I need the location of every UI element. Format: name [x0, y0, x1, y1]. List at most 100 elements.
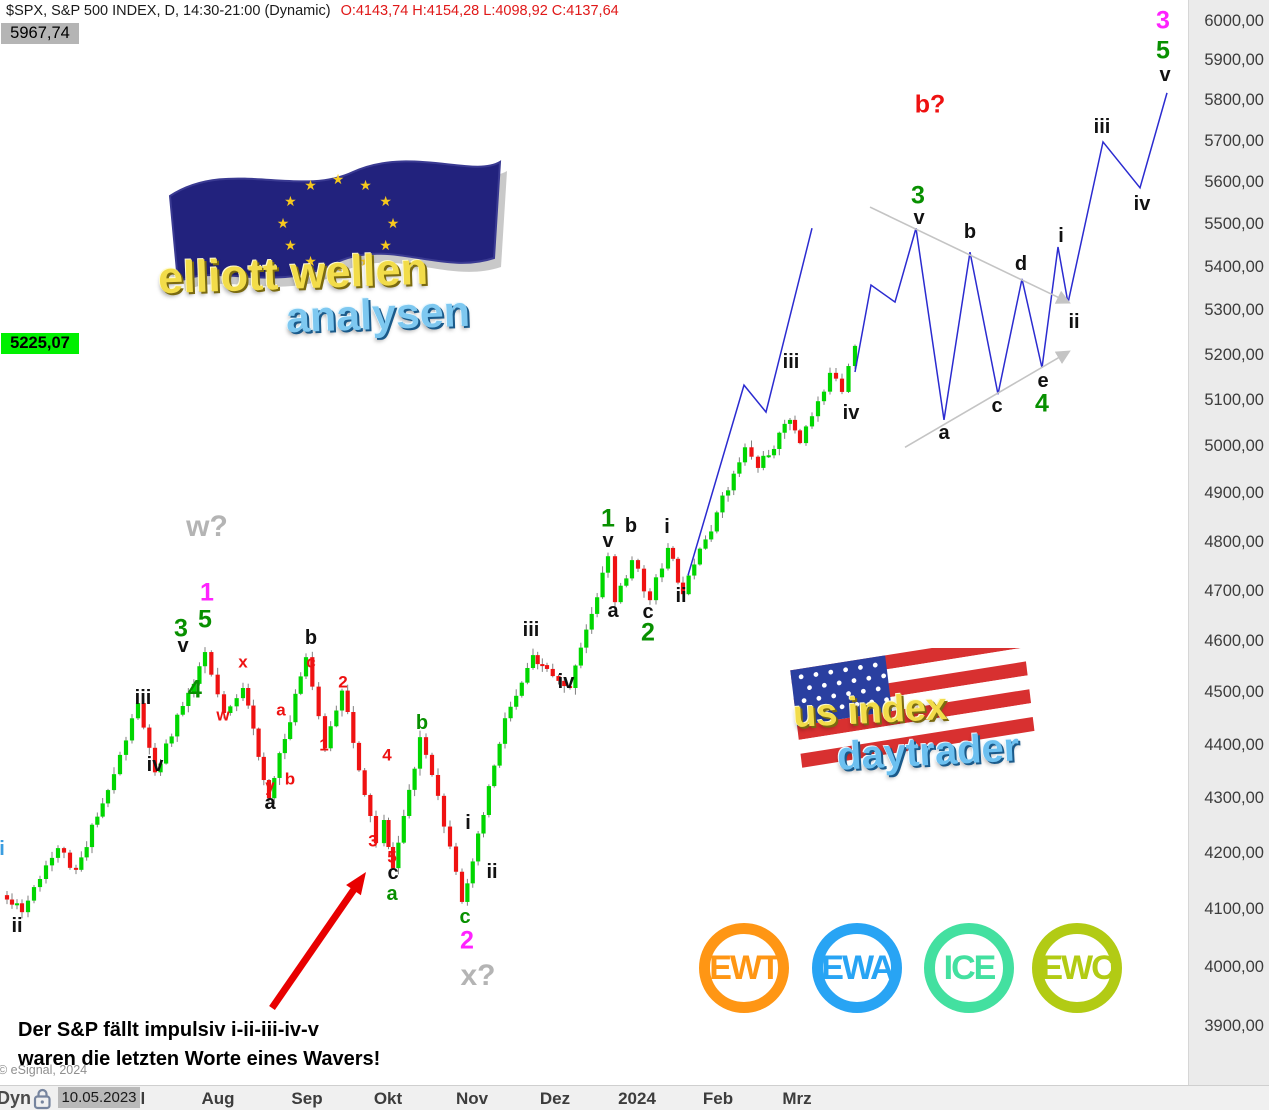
wave-label-i: i	[0, 838, 5, 860]
elliott-wellen-analysen-logo: ★ ★ ★ ★ ★ ★ ★ ★ ★ ★ ★ ★ elliott wellen analysen	[148, 136, 520, 342]
wave-label-2: 2	[641, 618, 655, 647]
price-axis-label: 3900,00	[1204, 1017, 1264, 1035]
svg-text:★: ★	[332, 172, 345, 188]
annotation-line-1: Der S&P fällt impulsiv i-ii-iii-iv-v	[18, 1019, 319, 1041]
wave-label-i: i	[465, 812, 471, 834]
eu-stars: ★ ★ ★ ★ ★ ★ ★ ★ ★ ★ ★ ★	[277, 172, 400, 276]
x-axis-label-Okt: Okt	[373, 1089, 403, 1108]
wave-label-1: 1	[200, 578, 214, 607]
svg-text:★: ★	[387, 216, 400, 232]
wave-label-1: 1	[601, 504, 615, 533]
time-axis[interactable]: Dyn 10.05.2023 JulAugSepOktNovDez2024Feb…	[0, 1085, 1269, 1110]
wave-label-2: 2	[460, 926, 474, 955]
dyn-mode-label[interactable]: Dyn	[0, 1088, 32, 1108]
ohlc-values: O:4143,74 H:4154,28 L:4098,92 C:4137,64	[340, 3, 619, 19]
price-axis-label: 4200,00	[1204, 844, 1264, 863]
price-axis-label: 4100,00	[1204, 900, 1264, 919]
us-stars	[798, 662, 889, 714]
price-axis-label: 5200,00	[1204, 345, 1264, 364]
wave-label-3: 3	[368, 831, 378, 851]
wave-label-v: v	[177, 635, 189, 657]
wave-label-iv: iv	[1133, 193, 1151, 215]
wave-label-w: w?	[186, 510, 228, 543]
x-axis-label-Feb: Feb	[702, 1089, 734, 1108]
logo-text-analysen: analysen	[285, 287, 471, 343]
wave-label-ii: ii	[1068, 311, 1080, 333]
wave-label-y: y	[265, 776, 275, 796]
wave-label-a: a	[607, 600, 619, 622]
wave-label-v: v	[1159, 64, 1171, 86]
wave-label-5: 5	[387, 847, 397, 867]
wave-label-ii: ii	[675, 585, 687, 607]
wave-label-5: 5	[198, 605, 212, 634]
copyright-text: © eSignal, 2024	[0, 1063, 88, 1077]
annotation-text: Der S&P fällt impulsiv i-ii-iii-iv-v war…	[18, 1016, 380, 1074]
badge-ewa: EWA	[812, 923, 902, 1013]
wave-label-a: a	[386, 883, 398, 905]
svg-text:★: ★	[284, 238, 297, 254]
svg-text:★: ★	[359, 254, 372, 270]
wave-label-3: 3	[1156, 6, 1170, 35]
us-flag-icon	[790, 633, 1035, 768]
price-axis-label: 5800,00	[1204, 91, 1264, 110]
svg-text:★: ★	[332, 260, 345, 276]
wave-label-iii: iii	[782, 351, 800, 373]
wave-label-x: x?	[460, 959, 496, 992]
wave-label-b: b	[304, 627, 318, 649]
price-axis-label: 4700,00	[1204, 581, 1264, 600]
price-axis-label: 5400,00	[1204, 257, 1264, 276]
wave-label-iii: iii	[134, 687, 152, 709]
wave-label-b: b?	[914, 90, 946, 119]
candles-layer	[4, 344, 858, 919]
price-axis-label: 4500,00	[1204, 683, 1264, 702]
price-axis-label: 4600,00	[1204, 631, 1264, 650]
wave-label-a: a	[938, 422, 950, 444]
wave-label-iv: iv	[842, 402, 860, 424]
wave-label-b: b	[415, 712, 429, 734]
wave-label-iv: iv	[557, 671, 575, 693]
x-axis-label-Dez: Dez	[539, 1089, 571, 1108]
wave-label-c: c	[991, 395, 1003, 417]
badge-label: EWT	[709, 948, 781, 987]
x-axis-label-Mrz: Mrz	[782, 1089, 812, 1108]
wave-label-x: x	[238, 652, 248, 672]
svg-text:★: ★	[379, 238, 392, 254]
wave-label-1: 1	[319, 735, 329, 755]
wave-label-i: i	[664, 516, 670, 538]
target-price-box: 5967,74	[1, 22, 79, 44]
svg-text:★: ★	[359, 178, 372, 194]
wave-label-d: d	[1014, 253, 1028, 275]
wave-label-v: v	[913, 207, 925, 229]
svg-text:★: ★	[379, 194, 392, 210]
wave-lines-layer	[269, 92, 1168, 1010]
price-axis-label: 5900,00	[1204, 51, 1264, 70]
wave-label-c: c	[306, 652, 316, 672]
badge-label: EWC	[1040, 948, 1115, 987]
wave-label-4: 4	[1035, 389, 1049, 418]
price-axis-label: 6000,00	[1204, 12, 1264, 30]
x-axis-label-2024: 2024	[618, 1089, 656, 1108]
badge-ewc: EWC	[1032, 923, 1122, 1013]
price-axis-label: 5100,00	[1204, 391, 1264, 410]
wave-label-iii: iii	[522, 619, 540, 641]
wave-label-4: 4	[382, 745, 392, 765]
wave-label-c: c	[387, 862, 399, 884]
wave-label-a: a	[264, 792, 276, 814]
svg-text:★: ★	[304, 254, 317, 270]
wave-label-iv: iv	[146, 754, 164, 776]
price-axis-label: 5000,00	[1204, 437, 1264, 456]
wave-label-iii: iii	[1093, 116, 1111, 138]
last-price-box: 5225,07	[1, 332, 79, 354]
wave-label-b: b	[624, 515, 638, 537]
eu-flag-icon: ★ ★ ★ ★ ★ ★ ★ ★ ★ ★ ★ ★	[168, 160, 507, 291]
price-axis[interactable]: 3900,00 4000,00 4100,00 4200,00 4300,00 4400,…	[1188, 0, 1269, 1085]
annotation-line-2: waren die letzten Worte eines Wavers!	[18, 1048, 381, 1070]
wave-label-v: v	[602, 530, 614, 552]
wave-label-ii: ii	[11, 915, 23, 937]
date-field[interactable]: 10.05.2023	[58, 1087, 140, 1108]
lock-icon[interactable]	[32, 1087, 53, 1110]
wave-label-w: w	[216, 705, 230, 725]
wave-label-c: c	[459, 906, 471, 928]
logo-text-daytrader: daytrader	[835, 725, 1021, 779]
